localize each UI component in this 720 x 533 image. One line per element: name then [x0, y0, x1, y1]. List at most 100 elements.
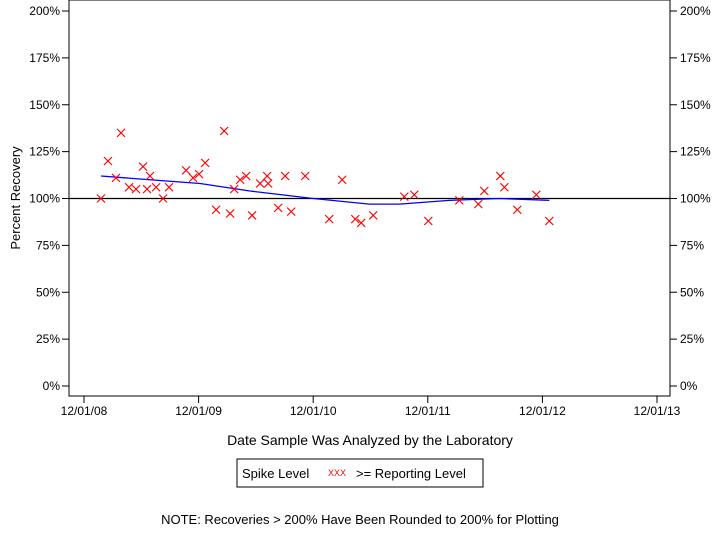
x-marker-stroke [454, 195, 464, 205]
x-marker-stroke [211, 205, 221, 215]
data-point-x-marker [337, 175, 347, 185]
data-point-x-marker [324, 214, 334, 224]
x-marker-stroke [324, 214, 334, 224]
y-tick-label: 50% [36, 285, 60, 299]
x-marker-stroke [273, 203, 283, 213]
x-marker-stroke [194, 169, 204, 179]
data-point-x-marker [96, 194, 106, 203]
data-point-x-marker [142, 184, 152, 194]
data-point-x-marker [495, 171, 505, 181]
x-marker-stroke [200, 158, 210, 168]
data-point-x-marker [241, 171, 251, 181]
data-point-x-marker [356, 218, 366, 228]
data-point-x-marker [151, 182, 161, 192]
x-marker-stroke [138, 162, 148, 172]
footnote: NOTE: Recoveries > 200% Have Been Rounde… [161, 512, 559, 527]
y-tick-label: 25% [36, 332, 60, 346]
trend-line [100, 175, 550, 205]
data-point-x-marker [164, 182, 174, 192]
data-point-x-marker [280, 171, 290, 181]
x-marker-stroke [479, 186, 489, 196]
x-marker-stroke [356, 218, 366, 228]
x-marker-stroke [399, 192, 409, 202]
x-marker-stroke [124, 182, 134, 192]
y-tick-label: 100% [29, 192, 60, 206]
x-marker-stroke [131, 184, 141, 194]
data-point-x-marker [368, 210, 378, 220]
x-marker-stroke [263, 179, 273, 188]
data-point-x-marker [188, 173, 198, 183]
y-axis-label: Percent Recovery [8, 146, 23, 250]
y-tick-label-right: 125% [680, 145, 711, 159]
data-point-x-marker [399, 192, 409, 202]
x-marker-stroke [164, 182, 174, 192]
data-point-x-marker [512, 205, 522, 215]
data-point-x-marker [103, 156, 113, 166]
x-marker-stroke [531, 190, 541, 200]
data-point-x-marker [263, 179, 273, 188]
x-tick-label: 12/01/12 [519, 404, 566, 418]
data-point-x-marker [300, 171, 310, 181]
data-point-x-marker [225, 209, 235, 218]
y-tick-label: 200% [29, 4, 60, 18]
legend-title: Spike Level [242, 466, 309, 481]
x-marker-stroke [219, 126, 229, 136]
data-point-x-marker [181, 165, 191, 175]
legend-entry: >= Reporting Level [356, 466, 466, 481]
x-marker-stroke [368, 210, 378, 220]
x-tick-label: 12/01/13 [634, 404, 681, 418]
x-tick-label: 12/01/09 [175, 404, 222, 418]
y-tick-label-right: 50% [680, 285, 704, 299]
x-marker-stroke [235, 175, 245, 185]
data-point-x-marker [262, 171, 272, 181]
x-marker-stroke [103, 156, 113, 166]
data-point-x-marker [473, 199, 483, 209]
x-marker-stroke [286, 207, 296, 217]
x-tick-label: 12/01/08 [61, 404, 108, 418]
data-point-x-marker [479, 186, 489, 196]
y-tick-label-right: 75% [680, 238, 704, 252]
x-marker-stroke [350, 214, 360, 224]
x-marker-stroke [495, 171, 505, 181]
x-marker-stroke [96, 194, 106, 203]
y-tick-label: 175% [29, 51, 60, 65]
x-marker-stroke [151, 182, 161, 192]
x-marker-stroke [247, 210, 257, 220]
x-marker-stroke [300, 171, 310, 181]
y-tick-label: 0% [43, 379, 61, 393]
data-point-x-marker [531, 190, 541, 200]
data-point-x-marker [273, 203, 283, 213]
data-point-x-marker [111, 173, 121, 183]
data-point-x-marker [116, 128, 126, 138]
data-point-x-marker [194, 169, 204, 179]
data-point-x-marker [131, 184, 141, 194]
x-marker-stroke [145, 171, 155, 181]
data-point-x-marker [544, 216, 554, 226]
y-tick-label-right: 175% [680, 51, 711, 65]
x-marker-stroke [229, 184, 239, 194]
x-tick-label: 12/01/10 [290, 404, 337, 418]
data-point-x-marker [124, 182, 134, 192]
x-marker-stroke [241, 171, 251, 181]
x-marker-stroke [262, 171, 272, 181]
x-marker-stroke [255, 179, 265, 188]
x-marker-stroke [423, 216, 433, 226]
data-point-x-marker [211, 205, 221, 215]
data-point-x-marker [286, 207, 296, 217]
x-marker-stroke [280, 171, 290, 181]
x-marker-stroke [116, 128, 126, 138]
data-point-x-marker [423, 216, 433, 226]
x-marker-stroke [337, 175, 347, 185]
data-point-x-marker [454, 195, 464, 205]
data-point-x-marker [409, 190, 419, 200]
x-marker-stroke [544, 216, 554, 226]
data-point-x-marker [229, 184, 239, 194]
x-marker-stroke [142, 184, 152, 194]
data-point-x-marker [200, 158, 210, 168]
data-point-x-marker [499, 182, 509, 192]
x-marker-stroke [181, 165, 191, 175]
y-tick-label: 150% [29, 98, 60, 112]
x-tick-label: 12/01/11 [405, 404, 451, 418]
data-point-x-marker [158, 194, 168, 203]
